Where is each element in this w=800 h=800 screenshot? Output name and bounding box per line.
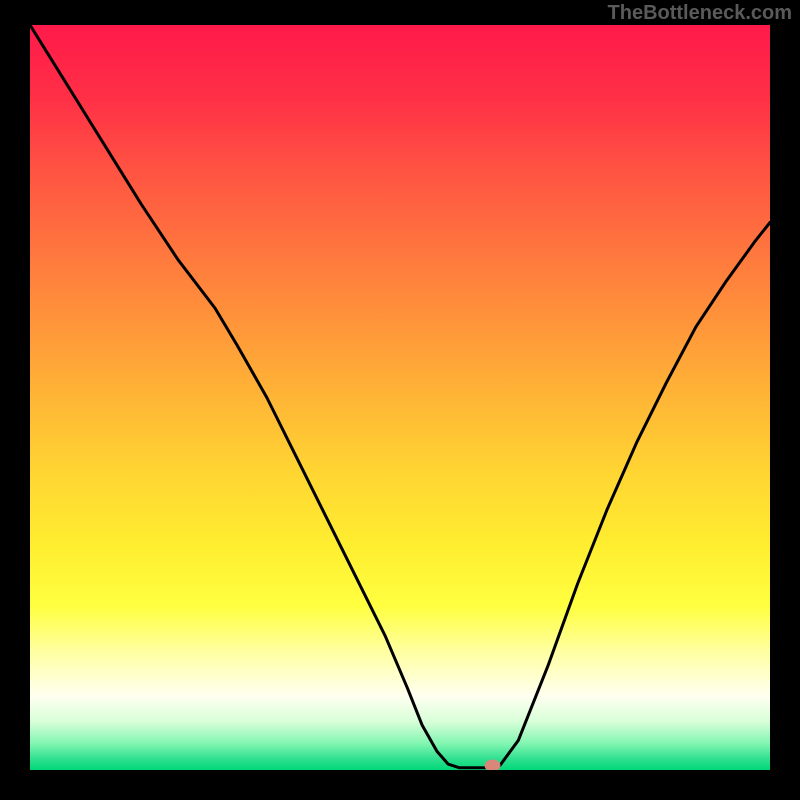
bottleneck-chart [30,25,770,770]
chart-svg [30,25,770,770]
watermark-text: TheBottleneck.com [608,2,792,25]
